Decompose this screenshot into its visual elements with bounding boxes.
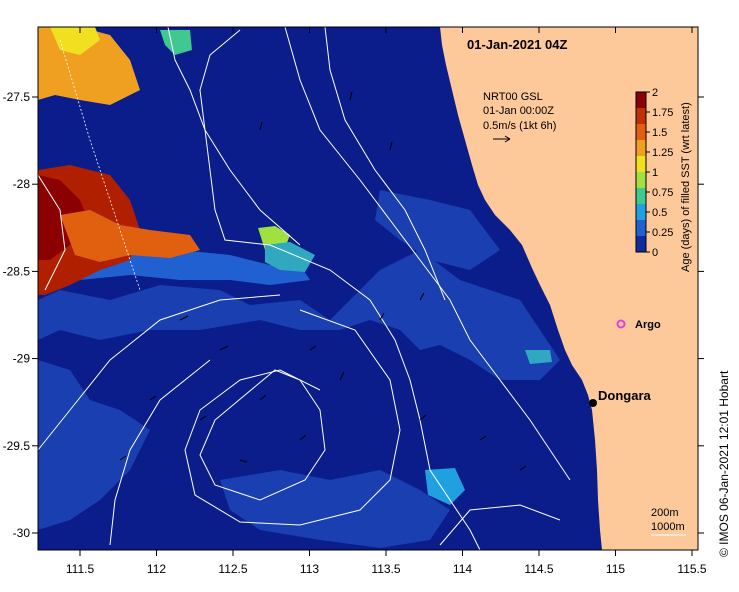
colorbar-tick-label: 0 [652, 247, 658, 259]
plot-area [38, 27, 698, 550]
colorbar-swatch [636, 188, 646, 205]
x-tick-label: 115 [606, 562, 625, 576]
y-tick-label: -30 [13, 526, 31, 540]
dongara-marker-icon [589, 399, 597, 407]
x-tick-label: 115.5 [677, 562, 706, 576]
argo-marker-icon [616, 319, 626, 329]
sst-age-patch-teal [265, 242, 315, 272]
colorbar: 2 1.75 1.5 1.25 1 0.75 0.5 0.25 0 Age (days) of … [635, 87, 692, 272]
x-tick-label: 113.5 [371, 562, 400, 576]
colorbar-swatch [636, 124, 646, 141]
y-axis: -27.5 -28 -28.5 -29 -29.5 -30 [3, 90, 704, 540]
sst-age-patch-green [160, 30, 192, 55]
legend-arrow-icon [493, 135, 511, 143]
plot-frame [37, 26, 699, 551]
x-tick-label: 113 [300, 562, 319, 576]
legend-scale: 0.5m/s (1kt 6h) [483, 120, 556, 132]
sst-age-patch-mid [38, 250, 560, 380]
colorbar-tick-label: 1.25 [652, 147, 673, 159]
y-tick-label: -28 [13, 177, 31, 191]
colorbar-tick-label: 1 [652, 167, 658, 179]
bathy-legend-200: 200m [651, 507, 679, 519]
colorbar-swatch [636, 140, 646, 157]
colorbar-swatch [636, 92, 646, 109]
x-tick-label: 112 [147, 562, 166, 576]
colorbar-label: Age (days) of filled SST (wrt latest) [680, 102, 692, 272]
colorbar-tick-label: 0.75 [652, 187, 673, 199]
legend-time: 01-Jan 00:00Z [483, 105, 554, 117]
colorbar-swatch [636, 236, 646, 253]
map-title: 01-Jan-2021 04Z [467, 37, 568, 52]
x-tick-label: 112.5 [218, 562, 247, 576]
bathymetry-contours [38, 27, 571, 550]
x-axis: 111.5 112 112.5 113 113.5 114 114.5 115 115.5 [66, 27, 707, 576]
bathy-legend-1000: 1000m [651, 521, 685, 533]
argo-label: Argo [635, 319, 661, 331]
colorbar-tick-label: 1.5 [652, 127, 667, 139]
boundary-line [59, 39, 141, 291]
colorbar-tick-label: 2 [652, 87, 658, 99]
x-tick-label: 111.5 [66, 562, 95, 576]
colorbar-swatch [636, 172, 646, 189]
legend-source: NRT00 GSL [483, 91, 543, 103]
sst-age-patch-east [220, 470, 450, 548]
colorbar-swatch [636, 220, 646, 237]
colorbar-tick-label: 1.75 [652, 107, 673, 119]
current-vectors [119, 91, 527, 471]
sst-age-patch-cyan-coast [525, 350, 552, 364]
colorbar-swatch [636, 156, 646, 173]
sst-age-patch-mid-south [38, 360, 150, 530]
colorbar-swatches [636, 92, 646, 253]
y-tick-label: -27.5 [3, 90, 31, 104]
x-tick-label: 114.5 [524, 562, 553, 576]
y-tick-label: -29.5 [3, 439, 31, 453]
colorbar-tick-label: 0.5 [652, 207, 667, 219]
y-tick-label: -28.5 [3, 264, 31, 278]
colorbar-ticks: 2 1.75 1.5 1.25 1 0.75 0.5 0.25 0 [646, 87, 673, 259]
credit-text: © IMOS 06-Jan-2021 12:01 Hobart [717, 370, 731, 557]
land-mass [440, 27, 698, 550]
colorbar-swatch [636, 108, 646, 125]
colorbar-tick-label: 0.25 [652, 227, 673, 239]
sst-age-patch-mid-north [375, 190, 500, 270]
sst-age-patch-orange [60, 210, 200, 262]
dongara-label: Dongara [598, 388, 652, 403]
x-tick-label: 114 [453, 562, 472, 576]
colorbar-swatch [636, 204, 646, 221]
y-tick-label: -29 [13, 352, 31, 366]
